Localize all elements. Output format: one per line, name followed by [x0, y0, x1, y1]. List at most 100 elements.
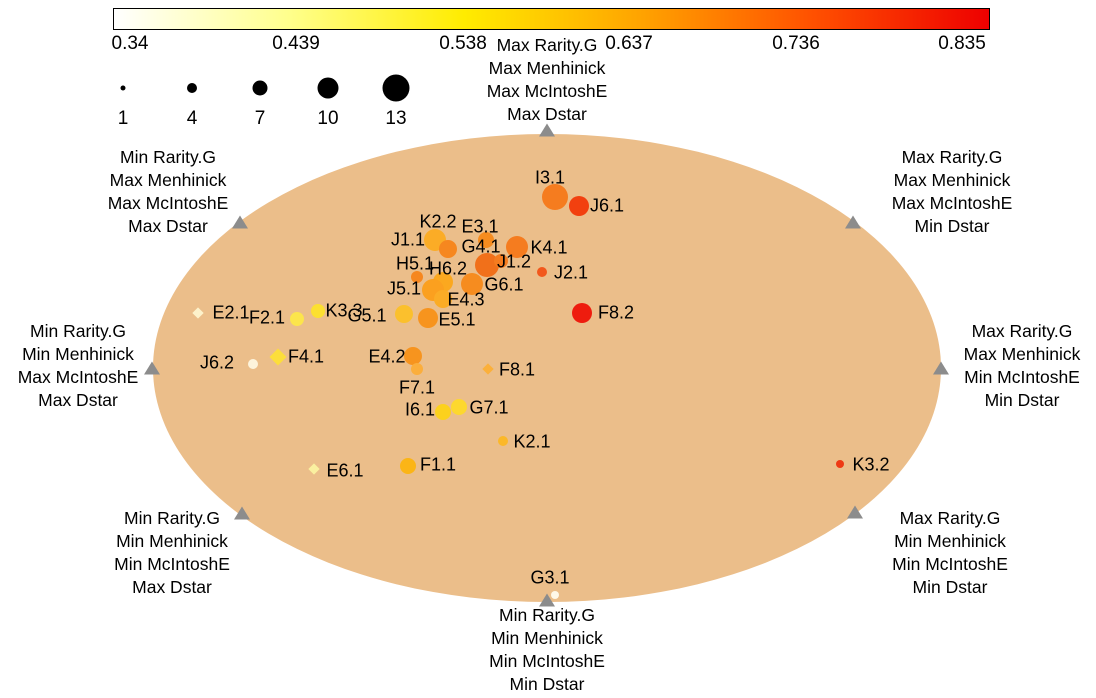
anchor-label-bottom-line4: Min Dstar — [509, 674, 585, 694]
point-marker-F7.1 — [411, 363, 423, 375]
point-marker-E3.1 — [478, 232, 494, 248]
anchor-triangle-lower-left — [234, 506, 250, 520]
point-marker-H5.1 — [411, 271, 423, 283]
point-label-E3.1: E3.1 — [461, 216, 499, 237]
anchor-label-right: Max Rarity.G Max Menhinick Min McIntoshE Mi… — [964, 320, 1081, 412]
anchor-label-left-line4: Max Dstar — [38, 390, 118, 410]
anchor-label-lower-right-line3: Min McIntoshE — [892, 554, 1008, 574]
point-marker-K2.1 — [498, 436, 508, 446]
point-label-J1.1: J1.1 — [390, 229, 426, 250]
anchor-label-bottom: Min Rarity.G Min Menhinick Min McIntoshE Mi… — [489, 604, 605, 696]
point-marker-J6.1 — [569, 196, 589, 216]
point-label-G7.1: G7.1 — [469, 397, 509, 418]
anchor-triangle-right — [933, 361, 949, 375]
plot-ellipse — [153, 134, 941, 602]
size-legend-dot-4 — [187, 83, 197, 93]
point-marker-K3.3 — [311, 304, 325, 318]
anchor-label-upper-left-line2: Max Menhinick — [109, 170, 227, 190]
anchor-label-right-line2: Max Menhinick — [963, 344, 1081, 364]
point-label-F8.2: F8.2 — [597, 302, 635, 323]
anchor-label-lower-right: Max Rarity.G Min Menhinick Min McIntoshE Mi… — [892, 507, 1008, 599]
point-label-F2.1: F2.1 — [248, 307, 286, 328]
anchor-label-lower-left-line4: Max Dstar — [132, 577, 212, 597]
size-legend-dot-1 — [120, 85, 126, 91]
point-label-E5.1: E5.1 — [438, 309, 476, 330]
point-marker-F1.1 — [400, 458, 416, 474]
anchor-triangle-left — [144, 361, 160, 375]
anchor-label-top-line3: Max McIntoshE — [486, 81, 608, 101]
anchor-triangle-top — [539, 123, 555, 137]
point-label-G5.1: G5.1 — [347, 305, 387, 326]
point-label-G4.1: G4.1 — [461, 236, 501, 257]
point-marker-K4.1 — [506, 236, 528, 258]
anchor-label-bottom-line3: Min McIntoshE — [489, 651, 605, 671]
anchor-label-top-line2: Max Menhinick — [488, 58, 606, 78]
size-legend-dot-10 — [317, 77, 339, 99]
point-label-E4.3: E4.3 — [447, 289, 485, 310]
anchor-label-upper-left-line4: Max Dstar — [128, 216, 208, 236]
colorbar-tick-0.538: 0.538 — [439, 33, 487, 54]
anchor-label-upper-right: Max Rarity.G Max Menhinick Max McIntoshE Mi… — [892, 146, 1013, 238]
size-legend-label-7: 7 — [254, 108, 266, 129]
anchor-label-lower-right-line2: Min Menhinick — [894, 531, 1006, 551]
anchor-label-right-line4: Min Dstar — [984, 390, 1060, 410]
anchor-label-upper-right-line2: Max Menhinick — [893, 170, 1011, 190]
size-legend-label-4: 4 — [186, 108, 198, 129]
point-label-J6.2: J6.2 — [199, 352, 235, 373]
point-marker-G5.1 — [395, 305, 413, 323]
anchor-label-upper-right-line1: Max Rarity.G — [901, 147, 1003, 167]
point-marker-E4.2 — [404, 347, 422, 365]
anchor-label-bottom-line2: Min Menhinick — [491, 628, 603, 648]
anchor-label-left-line3: Max McIntoshE — [17, 367, 139, 387]
colorbar-tick-0.835: 0.835 — [938, 33, 986, 54]
size-legend-dot-13 — [382, 74, 410, 102]
point-label-F1.1: F1.1 — [419, 454, 457, 475]
size-legend-dot-7 — [252, 80, 268, 96]
anchor-label-lower-left-line3: Min McIntoshE — [114, 554, 230, 574]
point-label-F7.1: F7.1 — [398, 377, 436, 398]
anchor-label-right-line3: Min McIntoshE — [964, 367, 1080, 387]
size-legend-label-1: 1 — [117, 108, 129, 129]
point-marker-I6.1 — [435, 404, 451, 420]
size-legend-label-13: 13 — [385, 108, 407, 129]
point-marker-G6.1 — [461, 273, 483, 295]
point-label-J6.1: J6.1 — [589, 195, 625, 216]
colorbar-gradient — [113, 8, 990, 30]
anchor-label-upper-right-line3: Max McIntoshE — [891, 193, 1013, 213]
anchor-triangle-upper-right — [845, 215, 861, 229]
point-marker-E4.3 — [434, 290, 452, 308]
anchor-label-left-line2: Min Menhinick — [22, 344, 134, 364]
anchor-label-bottom-line1: Min Rarity.G — [499, 605, 595, 625]
anchor-label-lower-left-line1: Min Rarity.G — [124, 508, 220, 528]
point-label-I3.1: I3.1 — [534, 167, 566, 188]
colorbar-tick-0.637: 0.637 — [605, 33, 653, 54]
point-label-G3.1: G3.1 — [530, 567, 570, 588]
anchor-triangle-lower-right — [847, 505, 863, 519]
point-label-I6.1: I6.1 — [404, 399, 436, 420]
point-label-E6.1: E6.1 — [326, 460, 364, 481]
anchor-label-upper-right-line4: Min Dstar — [914, 216, 990, 236]
colorbar-tick-0.439: 0.439 — [272, 33, 320, 54]
point-label-E2.1: E2.1 — [212, 302, 250, 323]
point-label-K2.2: K2.2 — [419, 211, 457, 232]
colorbar-tick-0.736: 0.736 — [772, 33, 820, 54]
point-label-G6.1: G6.1 — [484, 274, 524, 295]
point-marker-E5.1 — [418, 308, 438, 328]
point-label-K4.1: K4.1 — [530, 237, 568, 258]
point-label-H5.1: H5.1 — [395, 253, 435, 274]
point-marker-J1.2 — [494, 254, 508, 268]
anchor-label-upper-left-line3: Max McIntoshE — [107, 193, 229, 213]
point-label-E4.2: E4.2 — [368, 346, 406, 367]
point-marker-G7.1 — [451, 399, 467, 415]
point-label-K2.1: K2.1 — [513, 431, 551, 452]
point-marker-J6.2 — [248, 359, 258, 369]
anchor-label-lower-left: Min Rarity.G Min Menhinick Min McIntoshE Ma… — [114, 507, 230, 599]
point-label-K3.3: K3.3 — [325, 300, 363, 321]
anchor-label-upper-left: Min Rarity.G Max Menhinick Max McIntoshE Ma… — [108, 146, 229, 238]
point-label-H6.2: H6.2 — [428, 258, 468, 279]
anchor-label-top: Max Rarity.G Max Menhinick Max McIntoshE Ma… — [487, 34, 608, 126]
point-marker-F8.2 — [572, 303, 592, 323]
anchor-label-lower-right-line4: Min Dstar — [912, 577, 988, 597]
point-label-J1.2: J1.2 — [496, 251, 532, 272]
point-marker-K3.2 — [836, 460, 844, 468]
